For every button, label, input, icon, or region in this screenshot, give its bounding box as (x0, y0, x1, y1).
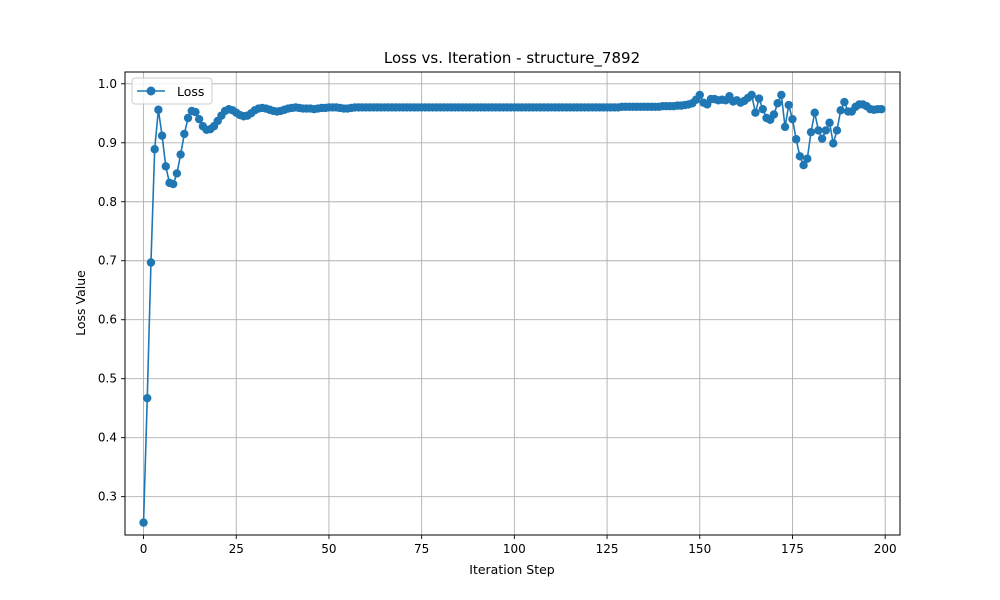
x-tick-label: 0 (140, 542, 148, 556)
y-tick-label: 0.9 (98, 136, 117, 150)
series-group (139, 90, 886, 527)
data-point (146, 258, 156, 267)
grid-lines (125, 72, 900, 535)
y-tick-label: 0.3 (98, 490, 117, 504)
data-point (747, 90, 756, 100)
data-point (791, 135, 801, 144)
data-point (799, 160, 808, 170)
data-point (191, 107, 200, 117)
data-point (773, 99, 782, 108)
x-tick-label: 125 (596, 542, 619, 556)
data-point (788, 114, 797, 124)
data-point (143, 393, 152, 403)
x-tick-label: 75 (414, 542, 429, 556)
x-tick-label: 25 (229, 542, 244, 556)
data-point (832, 126, 842, 135)
y-tick-label: 1.0 (98, 77, 117, 91)
chart-title: Loss vs. Iteration - structure_7892 (384, 49, 640, 68)
data-point (154, 105, 163, 114)
data-point (754, 94, 764, 103)
y-tick-label: 0.5 (98, 372, 117, 386)
data-point (825, 118, 834, 127)
y-axis-label: Loss Value (73, 270, 88, 336)
y-tick-label: 0.7 (98, 254, 117, 268)
x-tick-label: 175 (781, 542, 804, 556)
data-point (172, 169, 182, 178)
y-tick-label: 0.8 (98, 195, 117, 209)
data-point (877, 104, 886, 114)
data-point (176, 150, 185, 159)
x-axis-label: Iteration Step (469, 562, 555, 577)
data-point (795, 152, 805, 161)
data-point (814, 126, 823, 135)
data-point (139, 518, 148, 527)
data-point (821, 126, 831, 135)
data-point (817, 134, 827, 143)
data-point (150, 145, 159, 154)
data-point (810, 108, 819, 117)
data-point (784, 100, 793, 110)
data-point (180, 129, 189, 139)
data-point (777, 90, 786, 100)
x-tick-label: 100 (503, 542, 526, 556)
legend: Loss (131, 77, 213, 105)
data-point (769, 110, 779, 119)
y-tick-label: 0.6 (98, 313, 117, 327)
data-point (169, 179, 178, 189)
x-tick-label: 200 (874, 542, 897, 556)
legend-marker-swatch (146, 86, 156, 96)
data-point (157, 131, 167, 140)
y-tick-label: 0.4 (98, 431, 117, 445)
data-point (194, 114, 204, 124)
data-point (806, 127, 816, 137)
data-point (840, 97, 849, 107)
data-point (161, 162, 170, 171)
legend-label-loss: Loss (177, 84, 204, 99)
plot-frame (124, 71, 901, 536)
data-point (829, 139, 838, 148)
x-tick-label: 50 (321, 542, 336, 556)
x-tick-label: 150 (688, 542, 711, 556)
data-point (803, 154, 812, 163)
data-point (758, 104, 767, 114)
legend-box (131, 77, 213, 105)
y-axis-ticks: 0.3 0.4 0.5 0.6 0.7 0.8 0.9 1.0 (98, 77, 125, 504)
data-point (695, 90, 704, 100)
data-point (780, 122, 790, 132)
data-point (836, 106, 845, 115)
data-point (751, 108, 760, 117)
x-axis-ticks: 0 25 50 75 100 125 150 175 200 (140, 535, 897, 556)
data-point (183, 113, 193, 123)
